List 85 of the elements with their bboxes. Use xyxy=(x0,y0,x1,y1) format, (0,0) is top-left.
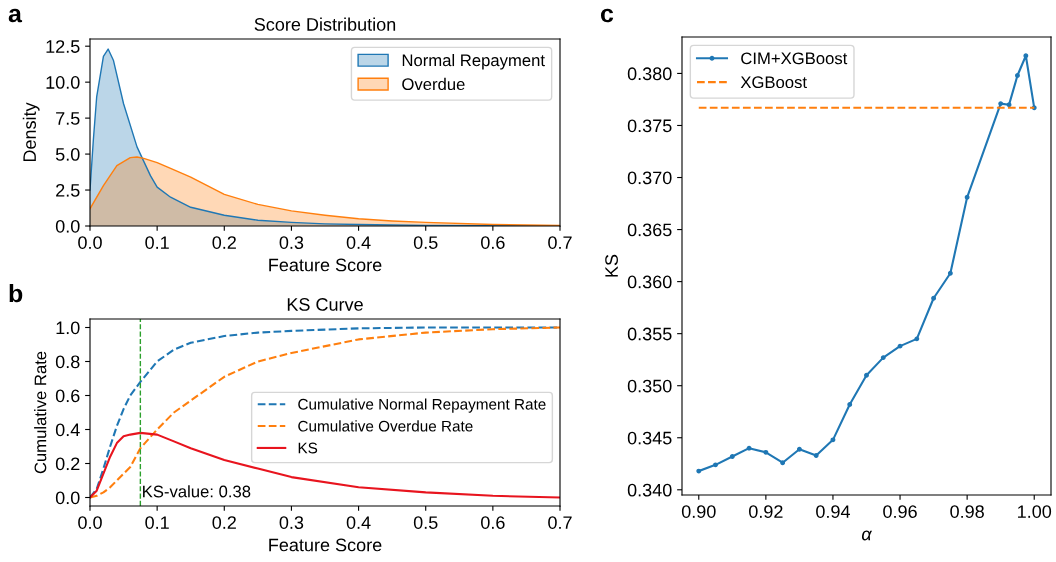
text: b xyxy=(9,284,23,303)
y-tick-label: 1.0 xyxy=(56,321,80,335)
point xyxy=(880,355,886,361)
x-tick-label: 0.98 xyxy=(950,505,984,518)
legend-label: Cumulative Overdue Rate xyxy=(298,420,473,432)
y-tick-label: 10.0 xyxy=(46,76,80,89)
point xyxy=(830,437,836,443)
y-tick-label: 7.5 xyxy=(56,112,80,125)
x-tick-label: 0.2 xyxy=(212,516,236,529)
chart-title: Score Distribution xyxy=(254,17,396,31)
x-tick-label: 0.1 xyxy=(145,236,169,249)
x-tick-label: 0.4 xyxy=(346,236,371,249)
point xyxy=(796,446,802,452)
x-tick-label: 0.0 xyxy=(78,236,102,249)
x-tick-label: 0.96 xyxy=(883,505,917,518)
x-tick-label: 0.7 xyxy=(548,516,572,529)
y-tick-label: 0.8 xyxy=(55,355,80,369)
legend-label: KS xyxy=(298,442,318,454)
point xyxy=(964,194,970,200)
point xyxy=(713,462,718,468)
x-tick-label: 0.1 xyxy=(145,516,169,529)
y-tick-label: 0.2 xyxy=(55,457,80,471)
y-tick-label: 0.340 xyxy=(627,483,672,497)
annotation: KS-value: 0.38 xyxy=(143,485,251,498)
x-axis-title: Feature Score xyxy=(269,258,382,272)
legend-label: XGBoost xyxy=(740,76,807,89)
y-tick-label: 0.4 xyxy=(55,423,80,437)
point xyxy=(696,468,702,474)
y-tick-label: 0.345 xyxy=(627,431,672,445)
x-tick-label: 0.0 xyxy=(78,516,102,529)
y-axis-title: KS xyxy=(605,254,618,277)
x-tick-label: 0.6 xyxy=(481,236,505,249)
y-tick-label: 2.5 xyxy=(56,183,80,197)
x-tick-label: 0.94 xyxy=(816,505,850,518)
text: c xyxy=(600,8,614,23)
x-tick-label: 0.92 xyxy=(749,505,783,518)
point xyxy=(931,295,937,301)
y-tick-label: 0.355 xyxy=(627,327,672,341)
y-tick-label: 0.360 xyxy=(627,275,672,289)
x-tick-label: 0.3 xyxy=(279,516,304,529)
chart-title: KS Curve xyxy=(287,298,363,311)
x-tick-label: 0.5 xyxy=(413,236,438,249)
legend-label: Normal Repayment xyxy=(402,54,545,70)
point xyxy=(729,454,735,459)
point xyxy=(947,270,953,276)
legend-label: Cumulative Normal Repayment Rate xyxy=(298,398,546,413)
point xyxy=(763,449,769,455)
line-series xyxy=(90,326,560,499)
y-axis-title: Cumulative Rate xyxy=(34,351,47,474)
legend-label: Overdue xyxy=(402,77,465,91)
y-tick-label: 0.370 xyxy=(627,171,672,185)
y-tick-label: 0.375 xyxy=(627,119,672,133)
x-axis-title: α xyxy=(861,530,873,541)
y-tick-label: 0.0 xyxy=(55,491,80,505)
line-series xyxy=(90,431,560,499)
point xyxy=(914,336,920,342)
y-tick-label: 0.0 xyxy=(55,219,80,233)
x-tick-label: 0.5 xyxy=(413,516,438,529)
point xyxy=(780,460,786,466)
x-tick-label: 0.4 xyxy=(346,516,371,529)
y-tick-label: 0.365 xyxy=(627,223,672,237)
point xyxy=(813,453,819,458)
point xyxy=(1023,53,1029,59)
x-tick-label: 0.3 xyxy=(279,236,304,249)
point xyxy=(746,445,752,451)
point xyxy=(1015,73,1020,78)
y-axis-title: Density xyxy=(22,102,40,162)
x-tick-label: 0.2 xyxy=(212,236,236,249)
x-axis-title: Feature Score xyxy=(269,538,382,552)
y-tick-label: 0.6 xyxy=(55,389,80,403)
y-tick-label: 0.350 xyxy=(627,379,672,393)
point xyxy=(864,372,869,378)
y-tick-label: 5.0 xyxy=(55,148,80,161)
legend-label: CIM+XGBoost xyxy=(741,52,848,65)
point xyxy=(897,343,903,349)
point xyxy=(847,402,853,407)
x-tick-label: 1.00 xyxy=(1018,505,1052,518)
x-tick-label: 0.7 xyxy=(548,236,572,249)
point xyxy=(998,101,1004,107)
y-tick-label: 0.380 xyxy=(627,67,672,81)
point xyxy=(1006,102,1012,108)
text: a xyxy=(8,8,23,23)
x-tick-label: 0.90 xyxy=(681,505,716,518)
y-tick-label: 12.5 xyxy=(46,40,80,53)
x-tick-label: 0.6 xyxy=(481,516,505,529)
